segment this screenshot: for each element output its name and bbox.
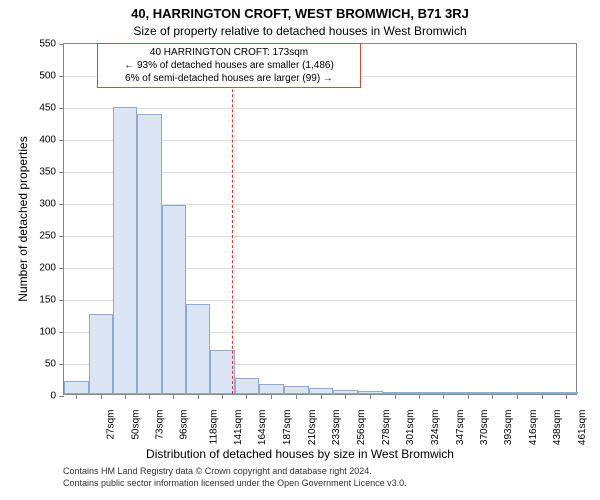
x-tick-label: 210sqm: [307, 410, 318, 446]
histogram-bar: [210, 350, 235, 394]
x-tick-label: 393sqm: [503, 410, 514, 446]
y-tick-label: 500: [39, 71, 56, 82]
x-tick-mark: [101, 394, 102, 399]
y-tick-mark: [59, 76, 64, 77]
histogram-bar: [284, 386, 309, 394]
histogram-bar: [113, 107, 137, 394]
histogram-bar: [186, 304, 210, 394]
annotation-line: 40 HARRINGTON CROFT: 173sqm: [104, 46, 354, 59]
histogram-bar: [235, 378, 260, 394]
histogram-bar: [137, 114, 162, 394]
chart-plot-area: 05010015020025030035040045050055027sqm50…: [63, 43, 577, 395]
x-tick-label: 324sqm: [430, 410, 441, 446]
x-tick-label: 50sqm: [131, 410, 142, 440]
y-tick-label: 550: [39, 39, 56, 50]
y-tick-label: 350: [39, 167, 56, 178]
x-tick-mark: [419, 394, 420, 399]
x-tick-label: 164sqm: [257, 410, 268, 446]
y-tick-mark: [59, 236, 64, 237]
x-tick-label: 118sqm: [208, 410, 219, 445]
y-tick-mark: [59, 396, 64, 397]
y-tick-label: 100: [39, 327, 56, 338]
x-tick-label: 416sqm: [528, 410, 539, 446]
y-tick-label: 150: [39, 295, 56, 306]
x-tick-label: 370sqm: [479, 410, 490, 446]
annotation-line: ← 93% of detached houses are smaller (1,…: [104, 59, 354, 72]
x-tick-mark: [125, 394, 126, 399]
x-tick-mark: [76, 394, 77, 399]
y-tick-label: 0: [50, 391, 56, 402]
histogram-bar: [64, 381, 89, 394]
y-tick-label: 450: [39, 103, 56, 114]
x-tick-label: 347sqm: [455, 410, 466, 446]
attribution-line: Contains public sector information licen…: [63, 478, 407, 490]
x-tick-mark: [222, 394, 223, 399]
x-tick-label: 73sqm: [155, 410, 166, 440]
x-axis-label: Distribution of detached houses by size …: [0, 447, 600, 461]
x-tick-mark: [246, 394, 247, 399]
y-gridline: [64, 108, 576, 109]
y-tick-label: 250: [39, 231, 56, 242]
x-tick-label: 187sqm: [282, 410, 293, 446]
x-tick-label: 278sqm: [381, 410, 392, 446]
y-tick-mark: [59, 300, 64, 301]
x-tick-label: 301sqm: [405, 410, 416, 446]
y-tick-mark: [59, 172, 64, 173]
x-tick-mark: [443, 394, 444, 399]
y-tick-label: 300: [39, 199, 56, 210]
annotation-line: 6% of semi-detached houses are larger (9…: [104, 72, 354, 85]
y-tick-label: 400: [39, 135, 56, 146]
y-axis-label: Number of detached properties: [16, 43, 30, 395]
x-tick-mark: [345, 394, 346, 399]
x-tick-label: 233sqm: [331, 410, 342, 446]
chart-title-sub: Size of property relative to detached ho…: [0, 24, 600, 38]
x-tick-mark: [566, 394, 567, 399]
attribution-line: Contains HM Land Registry data © Crown c…: [63, 466, 407, 478]
histogram-bar: [259, 384, 284, 394]
x-tick-mark: [198, 394, 199, 399]
y-tick-mark: [59, 108, 64, 109]
x-tick-mark: [395, 394, 396, 399]
x-tick-mark: [542, 394, 543, 399]
y-tick-mark: [59, 204, 64, 205]
annotation-box: 40 HARRINGTON CROFT: 173sqm← 93% of deta…: [97, 43, 361, 88]
y-tick-mark: [59, 268, 64, 269]
x-tick-label: 141sqm: [233, 410, 244, 446]
attribution-text: Contains HM Land Registry data © Crown c…: [63, 466, 407, 489]
x-tick-mark: [492, 394, 493, 399]
y-tick-label: 200: [39, 263, 56, 274]
y-tick-mark: [59, 332, 64, 333]
reference-line: [232, 44, 233, 394]
x-tick-mark: [296, 394, 297, 399]
x-tick-label: 96sqm: [179, 410, 190, 440]
x-tick-mark: [149, 394, 150, 399]
histogram-bar: [162, 205, 187, 394]
y-tick-mark: [59, 44, 64, 45]
y-tick-label: 50: [45, 359, 56, 370]
x-tick-mark: [321, 394, 322, 399]
x-tick-mark: [370, 394, 371, 399]
x-tick-label: 256sqm: [356, 410, 367, 446]
x-tick-mark: [173, 394, 174, 399]
x-tick-mark: [271, 394, 272, 399]
x-tick-label: 461sqm: [577, 410, 588, 446]
histogram-bar: [89, 314, 114, 394]
x-tick-mark: [468, 394, 469, 399]
x-tick-label: 438sqm: [552, 410, 563, 446]
y-tick-mark: [59, 140, 64, 141]
x-tick-label: 27sqm: [106, 410, 117, 440]
x-tick-mark: [517, 394, 518, 399]
chart-title-main: 40, HARRINGTON CROFT, WEST BROMWICH, B71…: [0, 6, 600, 21]
y-tick-mark: [59, 364, 64, 365]
